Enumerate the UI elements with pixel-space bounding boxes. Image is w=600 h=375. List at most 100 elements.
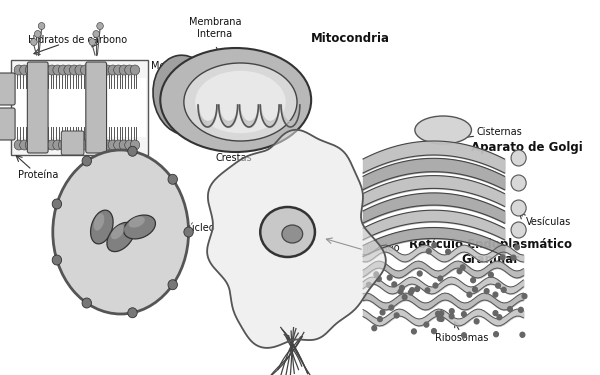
Circle shape [113,65,123,75]
Circle shape [372,326,377,331]
Text: Membrana
Interna: Membrana Interna [189,17,241,39]
Circle shape [31,140,40,150]
Text: Cisternas: Cisternas [476,127,522,137]
Circle shape [511,150,526,166]
Circle shape [25,65,35,75]
Text: Mitocondria: Mitocondria [311,32,390,45]
Circle shape [438,276,443,281]
Circle shape [494,332,499,337]
Circle shape [38,22,45,30]
Text: Núcleo: Núcleo [366,243,400,253]
Circle shape [433,283,438,288]
Circle shape [125,65,134,75]
Circle shape [394,313,399,318]
Ellipse shape [94,213,104,231]
Ellipse shape [53,150,188,314]
Circle shape [415,286,419,291]
Circle shape [97,65,107,75]
Ellipse shape [128,216,145,228]
Circle shape [75,140,85,150]
Circle shape [425,288,430,293]
Ellipse shape [153,55,215,135]
Circle shape [471,278,475,283]
Ellipse shape [91,210,113,244]
Circle shape [58,140,68,150]
Circle shape [431,328,436,334]
FancyBboxPatch shape [0,108,15,140]
Text: Retículo Endoplasmático
Granular: Retículo Endoplasmático Granular [409,238,572,266]
Circle shape [367,282,371,287]
Ellipse shape [282,225,302,243]
Circle shape [36,65,46,75]
Circle shape [439,311,443,316]
Circle shape [436,311,440,316]
Circle shape [484,289,489,294]
Circle shape [432,243,437,248]
Circle shape [380,310,385,315]
Ellipse shape [160,48,311,152]
Circle shape [97,22,103,30]
Circle shape [502,287,506,292]
Circle shape [511,200,526,216]
Text: Crestas: Crestas [215,153,252,163]
Circle shape [42,140,51,150]
Circle shape [168,280,178,290]
Circle shape [467,292,472,297]
Circle shape [508,307,512,312]
Circle shape [424,322,429,327]
Circle shape [47,140,57,150]
Text: Cromosomas: Cromosomas [95,197,159,207]
Ellipse shape [184,63,297,141]
Circle shape [75,65,85,75]
Circle shape [92,65,101,75]
Circle shape [20,65,29,75]
Text: Proteína: Proteína [17,170,58,180]
Circle shape [93,30,100,38]
Circle shape [128,146,137,156]
Circle shape [522,294,527,298]
Circle shape [52,199,62,209]
Circle shape [47,65,57,75]
Circle shape [511,222,526,238]
Circle shape [410,288,415,293]
Circle shape [392,282,397,287]
Circle shape [113,140,123,150]
FancyBboxPatch shape [28,62,48,153]
Text: Membrana
Externa: Membrana Externa [151,61,203,83]
Circle shape [80,65,90,75]
Text: Ribosomas: Ribosomas [436,333,489,343]
Circle shape [496,283,500,288]
Text: Núcleo: Núcleo [181,223,215,233]
Circle shape [97,140,107,150]
Circle shape [36,140,46,150]
Text: Hidratos de carbono: Hidratos de carbono [28,35,127,45]
Circle shape [89,39,95,45]
Circle shape [457,269,462,274]
Circle shape [108,65,118,75]
Circle shape [412,329,416,334]
Circle shape [427,249,431,254]
Circle shape [493,292,498,297]
Circle shape [449,314,454,319]
Circle shape [119,140,128,150]
Circle shape [31,65,40,75]
Circle shape [439,316,444,321]
Circle shape [446,249,451,254]
Circle shape [168,174,178,184]
Circle shape [376,276,381,281]
Circle shape [14,140,23,150]
Circle shape [449,309,454,314]
Ellipse shape [111,225,125,239]
Circle shape [400,285,404,291]
Circle shape [108,140,118,150]
Circle shape [53,65,62,75]
Circle shape [14,65,23,75]
Circle shape [460,265,465,270]
Circle shape [497,315,502,320]
Circle shape [461,333,466,338]
Bar [13,78,146,137]
Circle shape [70,140,79,150]
Circle shape [515,245,520,250]
Circle shape [184,227,193,237]
Ellipse shape [107,222,134,252]
